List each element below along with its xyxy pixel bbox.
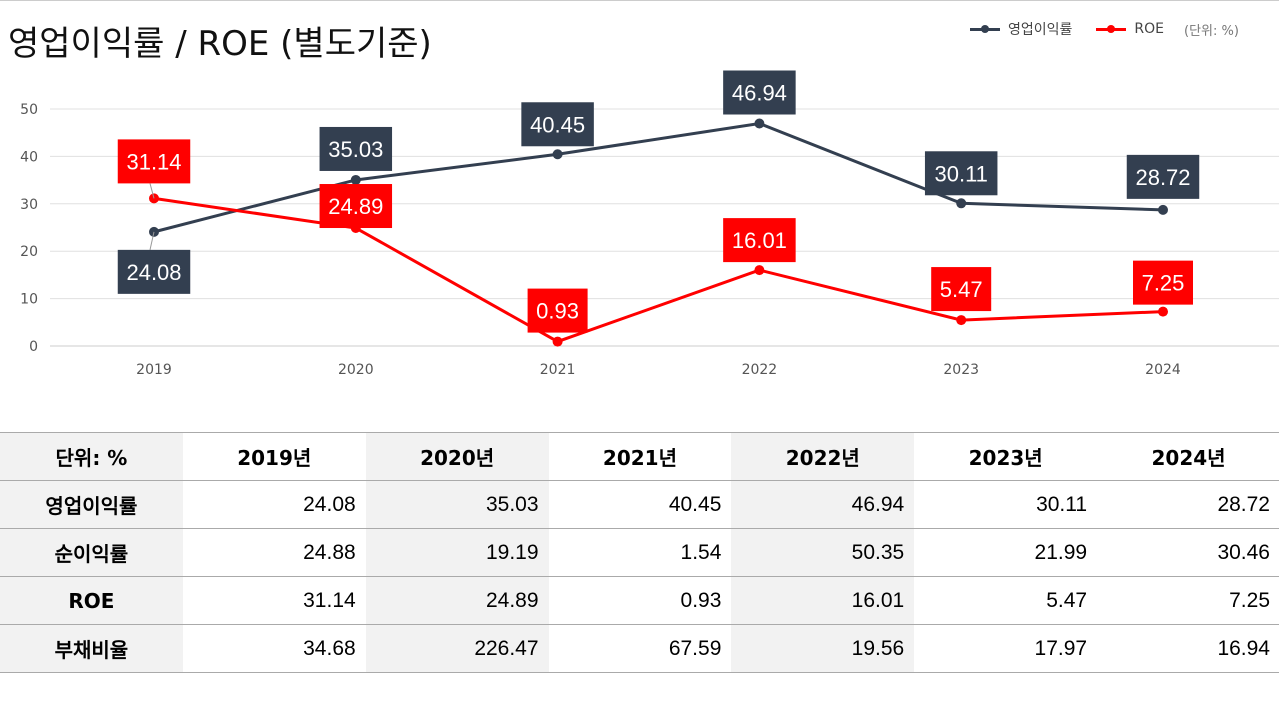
data-label-box xyxy=(521,102,594,147)
cell: 24.08 xyxy=(182,480,366,529)
data-label-box xyxy=(1133,260,1193,305)
header-year: 2023년 xyxy=(914,432,1098,481)
cell: 19.19 xyxy=(365,528,549,577)
legend-op-marker xyxy=(970,24,1000,33)
data-label-box xyxy=(527,288,588,333)
data-label: 7.25 xyxy=(1142,271,1185,296)
data-point xyxy=(754,118,765,129)
x-tick-label: 2019 xyxy=(136,362,172,378)
cell: 67.59 xyxy=(548,624,732,673)
data-point xyxy=(552,149,563,160)
data-table: 단위: % 2019년 2020년 2021년 2022년 2023년 2024… xyxy=(0,432,1279,673)
cell: 0.93 xyxy=(548,576,732,625)
top-border xyxy=(0,0,1279,1)
data-label: 28.72 xyxy=(1135,165,1190,190)
data-label-box xyxy=(723,218,796,263)
line-chart: 0 10 20 30 40 50 2019 2020 2021 2022 2023 2024 24.08… xyxy=(20,70,1279,378)
data-point xyxy=(956,198,967,209)
chart-title: 영업이익률 / ROE (별도기준) xyxy=(8,24,432,64)
x-tick-label: 2024 xyxy=(1145,362,1181,378)
x-tick-label: 2021 xyxy=(540,362,576,378)
data-label: 30.11 xyxy=(934,161,987,186)
cell: 1.54 xyxy=(548,528,732,577)
data-label-box xyxy=(723,70,796,115)
data-point xyxy=(350,174,361,185)
cell: 34.68 xyxy=(182,624,366,673)
y-tick-label: 40 xyxy=(20,149,38,165)
row-label: 부채비율 xyxy=(0,624,183,673)
x-tick-label: 2023 xyxy=(943,362,979,378)
data-label: 16.01 xyxy=(732,228,787,253)
header-year: 2021년 xyxy=(548,432,732,481)
data-label-box xyxy=(1126,154,1200,199)
legend-roe-marker xyxy=(1096,24,1127,33)
table-row: 영업이익률 24.08 35.03 40.45 46.94 30.11 28.72 xyxy=(0,480,1279,529)
data-label: 0.93 xyxy=(536,299,579,324)
data-point xyxy=(552,336,563,347)
cell: 7.25 xyxy=(1097,576,1279,625)
leader-line xyxy=(149,231,155,250)
table-header-row: 단위: % 2019년 2020년 2021년 2022년 2023년 2024… xyxy=(0,432,1279,481)
data-label: 40.45 xyxy=(530,112,585,137)
data-label-box xyxy=(931,267,992,312)
cell: 5.47 xyxy=(914,576,1098,625)
data-label-box xyxy=(319,184,393,229)
table-row: ROE 31.14 24.89 0.93 16.01 5.47 7.25 xyxy=(0,576,1279,625)
cell: 28.72 xyxy=(1097,480,1279,529)
data-point xyxy=(956,315,967,326)
data-label: 5.47 xyxy=(940,277,983,302)
cell: 226.47 xyxy=(365,624,549,673)
x-tick-label: 2020 xyxy=(338,362,374,378)
row-label: 순이익률 xyxy=(0,528,183,577)
table-row: 순이익률 24.88 19.19 1.54 50.35 21.99 30.46 xyxy=(0,528,1279,577)
data-label: 24.89 xyxy=(328,194,383,219)
cell: 16.01 xyxy=(731,576,915,625)
header-year: 2019년 xyxy=(182,432,366,481)
leader-line xyxy=(149,183,155,199)
data-label-box xyxy=(319,126,393,171)
data-label: 31.14 xyxy=(126,149,181,174)
data-point xyxy=(1158,306,1168,317)
cell: 35.03 xyxy=(365,480,549,529)
row-label: ROE xyxy=(0,576,183,625)
data-point xyxy=(754,265,765,276)
series-line-op xyxy=(153,121,1164,234)
y-tick-label: 10 xyxy=(20,292,38,308)
header-year: 2022년 xyxy=(731,432,915,481)
table-row: 부채비율 34.68 226.47 67.59 19.56 17.97 16.94 xyxy=(0,624,1279,673)
cell: 31.14 xyxy=(182,576,366,625)
cell: 24.88 xyxy=(182,528,366,577)
data-label-box xyxy=(117,139,191,184)
header-year: 2024년 xyxy=(1097,432,1279,481)
y-tick-label: 0 xyxy=(29,339,38,355)
legend-unit: (단위: %) xyxy=(1184,23,1239,39)
data-label-box xyxy=(117,249,191,294)
cell: 17.97 xyxy=(914,624,1098,673)
cell: 21.99 xyxy=(914,528,1098,577)
data-label: 46.94 xyxy=(732,81,787,106)
cell: 50.35 xyxy=(731,528,915,577)
cell: 30.46 xyxy=(1097,528,1279,577)
y-tick-label: 20 xyxy=(20,244,38,260)
cell: 30.11 xyxy=(914,480,1098,529)
header-unit: 단위: % xyxy=(0,432,183,481)
legend-roe-label: ROE xyxy=(1134,21,1164,37)
cell: 24.89 xyxy=(365,576,549,625)
data-label: 24.08 xyxy=(126,260,181,285)
cell: 16.94 xyxy=(1097,624,1279,673)
cell: 19.56 xyxy=(731,624,915,673)
legend: 영업이익률 ROE (단위: %) xyxy=(970,19,1239,39)
header-year: 2020년 xyxy=(365,432,549,481)
y-tick-label: 30 xyxy=(20,197,38,213)
cell: 40.45 xyxy=(548,480,732,529)
data-point xyxy=(1158,204,1168,215)
data-label: 35.03 xyxy=(328,137,383,162)
data-label-box xyxy=(924,151,998,196)
series-line-roe xyxy=(153,196,1164,344)
y-tick-label: 50 xyxy=(20,102,38,118)
legend-op-label: 영업이익률 xyxy=(1008,22,1073,38)
cell: 46.94 xyxy=(731,480,915,529)
x-tick-label: 2022 xyxy=(742,362,778,378)
row-label: 영업이익률 xyxy=(0,480,183,529)
